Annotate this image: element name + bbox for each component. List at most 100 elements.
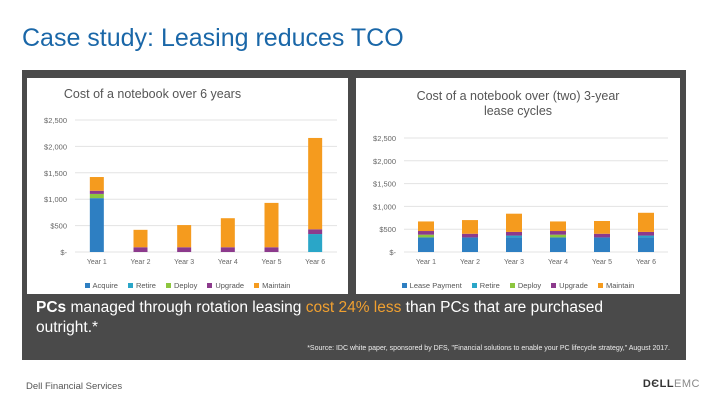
- y-tick-label: $2,000: [373, 157, 396, 166]
- x-tick-label: Year 5: [592, 259, 612, 266]
- x-tick-label: Year 6: [636, 259, 656, 266]
- x-tick-label: Year 4: [548, 259, 568, 266]
- legend-label: Acquire: [92, 281, 118, 290]
- legend-label: Upgrade: [215, 281, 245, 290]
- slide-title: Case study: Leasing reduces TCO: [22, 24, 404, 52]
- bar-segment-upgrade: [264, 247, 279, 252]
- bar-segment-upgrade: [220, 247, 235, 252]
- footer-company: Dell Financial Services: [26, 381, 123, 392]
- x-tick-label: Year 6: [305, 259, 325, 266]
- x-tick-label: Year 3: [174, 259, 194, 266]
- bar-segment-maintain: [89, 177, 104, 191]
- legend-label: Deploy: [517, 281, 542, 290]
- y-tick-label: $1,500: [44, 169, 67, 178]
- bar-segment-upgrade: [308, 229, 323, 235]
- legend-swatch: [254, 283, 260, 288]
- legend-label: Lease Payment: [409, 281, 462, 290]
- bar-segment-lease-payment: [638, 237, 654, 252]
- takeaway-text-2: than PCs that are purchased outright.*: [36, 299, 603, 336]
- logo-dell: DЄLL: [642, 378, 675, 390]
- bar-segment-maintain: [638, 212, 654, 232]
- bar-segment-maintain: [462, 220, 478, 234]
- legend-item: Deploy: [509, 281, 542, 290]
- legend-item: Maintain: [254, 281, 290, 290]
- y-tick-label: $2,000: [44, 142, 67, 151]
- legend-label: Upgrade: [559, 281, 588, 290]
- x-tick-label: Year 2: [460, 259, 480, 266]
- legend-swatch: [597, 283, 603, 288]
- bar-segment-retire: [506, 235, 522, 238]
- legend-swatch: [207, 283, 213, 288]
- legend-swatch: [165, 283, 171, 288]
- bar-segment-upgrade: [177, 247, 192, 252]
- bar-segment-lease-payment: [506, 237, 522, 252]
- legend-swatch: [551, 283, 557, 288]
- bar-segment-deploy: [89, 193, 104, 199]
- bar-segment-maintain: [264, 202, 279, 248]
- y-tick-label: $1,500: [373, 180, 396, 189]
- legend-item: Upgrade: [551, 281, 588, 290]
- y-tick-label: $2,500: [373, 134, 396, 143]
- bar-segment-upgrade: [638, 231, 654, 236]
- bar-segment-lease-payment: [550, 237, 566, 252]
- source-citation: *Source: IDC white paper, sponsored by D…: [307, 345, 670, 352]
- takeaway-pcs: PCs: [36, 299, 67, 316]
- legend-leasing: Lease Payment Retire Deploy Upgrade Maintain: [356, 281, 680, 290]
- legend-item: Acquire: [84, 281, 118, 290]
- legend-ownership: Acquire Retire Deploy Upgrade Maintain: [27, 281, 348, 290]
- y-tick-label: $1,000: [44, 195, 67, 204]
- x-tick-label: Year 2: [131, 259, 151, 266]
- legend-item: Deploy: [165, 281, 198, 290]
- chart-leasing: Cost of a notebook over (two) 3-year lea…: [356, 78, 680, 294]
- y-tick-label: $500: [379, 225, 396, 234]
- bar-segment-upgrade: [594, 233, 610, 238]
- legend-label: Retire: [479, 281, 500, 290]
- bar-segment-lease-payment: [594, 237, 610, 252]
- x-tick-label: Year 3: [504, 259, 524, 266]
- y-tick-label: $500: [50, 222, 67, 231]
- bar-segment-maintain: [308, 137, 323, 230]
- legend-item: Lease Payment: [401, 281, 462, 290]
- legend-label: Retire: [135, 281, 156, 290]
- chart-svg-ownership: $- $500 $1,000 $1,500 $2,000 $2,500 Year 1 Year…: [44, 116, 337, 266]
- y-tick-label: $-: [389, 248, 396, 257]
- bar-segment-maintain: [594, 220, 610, 234]
- bar-segment-deploy: [418, 234, 434, 238]
- y-tick-label: $1,000: [373, 202, 396, 211]
- legend-item: Retire: [471, 281, 500, 290]
- chart-title-ownership: Cost of a notebook over 6 years: [63, 87, 242, 101]
- bar-segment-lease-payment: [462, 237, 478, 252]
- x-tick-label: Year 4: [218, 259, 238, 266]
- legend-swatch: [471, 283, 477, 288]
- legend-item: Upgrade: [207, 281, 244, 290]
- x-tick-label: Year 1: [87, 259, 107, 266]
- legend-label: Deploy: [173, 281, 198, 290]
- bar-segment-maintain: [220, 218, 235, 248]
- bar-segment-maintain: [133, 229, 148, 248]
- y-tick-label: $-: [60, 248, 67, 257]
- legend-swatch: [509, 283, 515, 288]
- bar-segment-retire: [638, 235, 654, 238]
- legend-item: Retire: [127, 281, 156, 290]
- bar-segment-upgrade: [418, 231, 434, 235]
- bar-segment-maintain: [418, 221, 434, 232]
- legend-item: Maintain: [597, 281, 635, 290]
- legend-label: Maintain: [262, 281, 291, 290]
- bar-segment-upgrade: [550, 231, 566, 235]
- takeaway-text-1: managed through rotation leasing: [66, 299, 306, 316]
- chart-ownership: Cost of a notebook over 6 years $- $500 $1…: [27, 78, 348, 294]
- bar-segment-deploy: [550, 234, 566, 238]
- chart-title-leasing: Cost of a notebook over (two) 3-year lea…: [416, 89, 620, 118]
- bar-segment-maintain: [506, 213, 522, 232]
- x-tick-label: Year 1: [416, 259, 436, 266]
- bar-segment-retire: [308, 234, 323, 252]
- legend-label: Maintain: [605, 281, 635, 290]
- takeaway-highlight: cost 24% less: [305, 299, 402, 316]
- bar-segment-upgrade: [133, 247, 148, 252]
- bar-segment-upgrade: [89, 190, 104, 194]
- legend-swatch: [401, 283, 407, 288]
- logo-emc: EMC: [674, 378, 700, 390]
- chart-svg-leasing: $- $500 $1,000 $1,500 $2,000 $2,500 Year 1 Year…: [373, 134, 668, 266]
- bar-segment-maintain: [177, 225, 192, 248]
- dell-emc-logo: DЄLLEMC: [643, 378, 700, 390]
